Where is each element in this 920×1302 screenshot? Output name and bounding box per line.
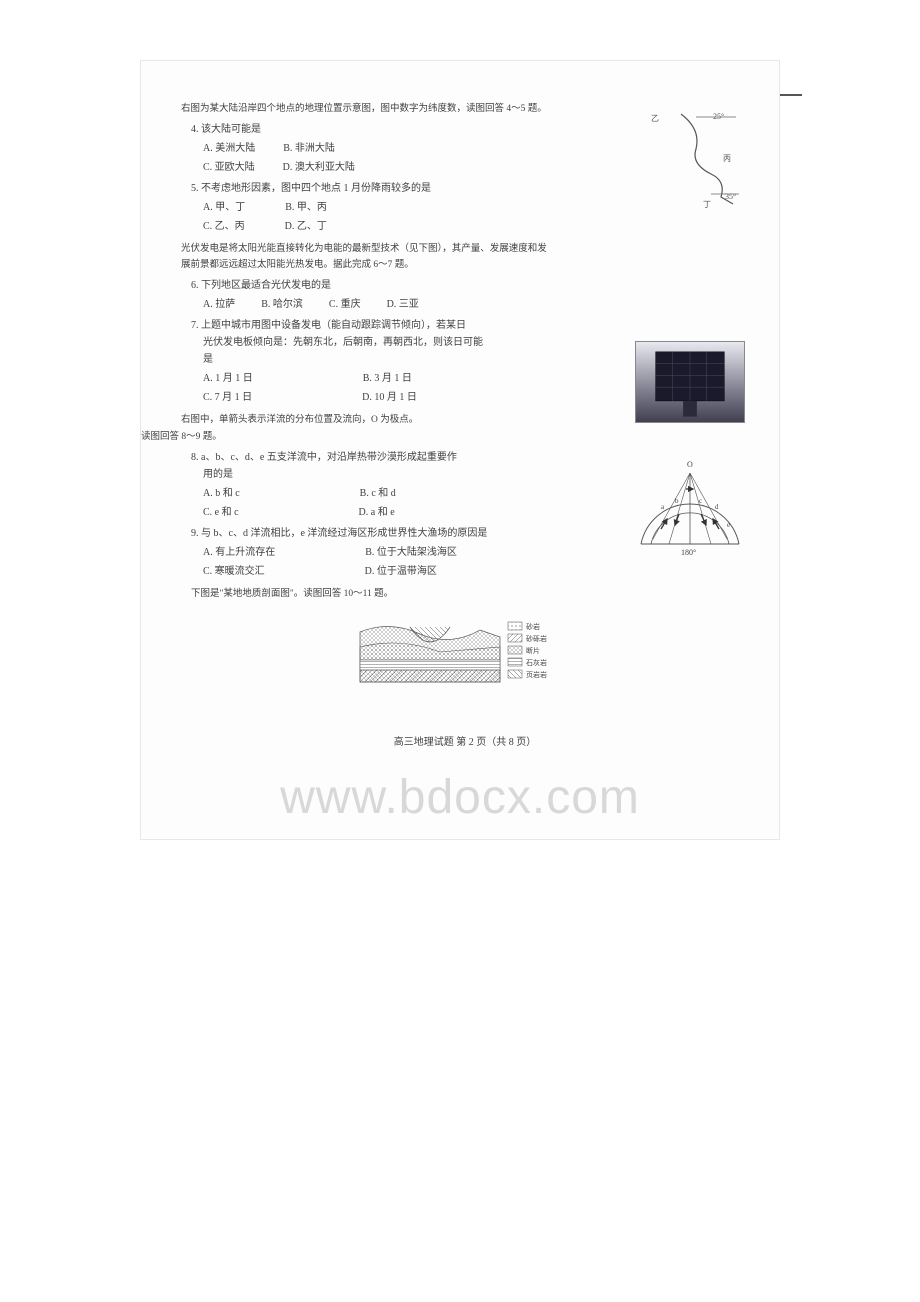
legend-d: 石灰岩 <box>526 658 547 667</box>
svg-text:a: a <box>661 503 665 511</box>
q5-option-d: D. 乙、丁 <box>285 218 327 235</box>
label-bing: 丙 <box>723 154 731 163</box>
label-yi: 乙 <box>651 114 659 123</box>
q9-option-b: B. 位于大陆架浅海区 <box>365 544 457 561</box>
q7-option-d: D. 10 月 1 日 <box>362 389 417 406</box>
intro-6-7: 光伏发电是将太阳光能直接转化为电能的最新型技术（见下图），其产量、发展速度和发 … <box>181 241 749 273</box>
q6-option-c: C. 重庆 <box>329 296 361 313</box>
svg-text:c: c <box>699 497 702 505</box>
q8-option-d: D. a 和 e <box>359 504 395 521</box>
page-footer: 高三地理试题 第 2 页（共 8 页） <box>181 734 749 751</box>
q7-option-c: C. 7 月 1 日 <box>203 389 252 406</box>
q4-option-d: D. 澳大利亚大陆 <box>283 159 355 176</box>
q6-text: 6. 下列地区最适合光伏发电的是 <box>191 277 749 294</box>
q8-option-a: A. b 和 c <box>203 485 240 502</box>
q6-option-b: B. 哈尔滨 <box>261 296 303 313</box>
coastline-svg: 乙 25° 丙 丁 35° <box>641 109 741 209</box>
intro3-line1: 右图中，单箭头表示洋流的分布位置及流向，O 为极点。 <box>181 415 418 425</box>
label-o: O <box>687 460 693 469</box>
figure-ocean-currents: O a b c d e 180° <box>631 459 749 559</box>
q5-option-c: C. 乙、丙 <box>203 218 245 235</box>
intro-10-11: 下图是"某地地质剖面图"。读图回答 10～11 题。 <box>191 586 749 602</box>
currents-svg: O a b c d e 180° <box>631 459 749 559</box>
legend-c: 断片 <box>526 646 540 655</box>
q5-option-a: A. 甲、丁 <box>203 199 245 216</box>
figure-coastline: 乙 25° 丙 丁 35° <box>641 109 741 209</box>
geology-svg: 砂岩 砂砾岩 断片 石灰岩 页岩岩 <box>350 612 580 692</box>
q7-option-b: B. 3 月 1 日 <box>363 370 412 387</box>
q9-option-a: A. 有上升流存在 <box>203 544 275 561</box>
label-25: 25° <box>713 112 724 121</box>
intro2-line1: 光伏发电是将太阳光能直接转化为电能的最新型技术（见下图），其产量、发展速度和发 <box>181 244 547 254</box>
legend-a: 砂岩 <box>526 622 540 631</box>
q9-option-c: C. 寒暖流交汇 <box>203 563 265 580</box>
exam-page: 乙 25° 丙 丁 35° 右图为某大陆沿岸四个地点的地理位置示意图，图中数字为… <box>140 60 780 840</box>
legend-b: 砂砾岩 <box>526 634 547 643</box>
q8-option-b: B. c 和 d <box>360 485 396 502</box>
q4-option-c: C. 亚欧大陆 <box>203 159 255 176</box>
intro3-line2: 读图回答 8～9 题。 <box>141 432 222 442</box>
label-35: 35° <box>725 192 736 201</box>
q7-option-a: A. 1 月 1 日 <box>203 370 253 387</box>
svg-text:b: b <box>675 497 679 505</box>
svg-text:e: e <box>727 521 730 529</box>
question-6: 6. 下列地区最适合光伏发电的是 A. 拉萨 B. 哈尔滨 C. 重庆 D. 三… <box>181 277 749 313</box>
q7-text: 7. 上题中城市用图中设备发电（能自动跟踪调节倾向），若某日 <box>191 317 749 334</box>
q8-option-c: C. e 和 c <box>203 504 239 521</box>
legend-e: 页岩岩 <box>526 670 547 679</box>
svg-text:d: d <box>715 503 719 511</box>
figure-geology: 砂岩 砂砾岩 断片 石灰岩 页岩岩 <box>350 612 580 698</box>
q9-option-d: D. 位于温带海区 <box>365 563 437 580</box>
q4-option-b: B. 非洲大陆 <box>283 140 335 157</box>
q6-option-d: D. 三亚 <box>387 296 419 313</box>
solar-svg <box>636 342 744 423</box>
label-180: 180° <box>681 548 696 557</box>
figure-solar-panel <box>635 341 745 423</box>
label-ding: 丁 <box>703 200 711 209</box>
q6-option-a: A. 拉萨 <box>203 296 235 313</box>
q4-option-a: A. 美洲大陆 <box>203 140 255 157</box>
q5-option-b: B. 甲、丙 <box>285 199 327 216</box>
intro2-line2: 展前景都远远超过太阳能光热发电。据此完成 6～7 题。 <box>181 260 414 270</box>
